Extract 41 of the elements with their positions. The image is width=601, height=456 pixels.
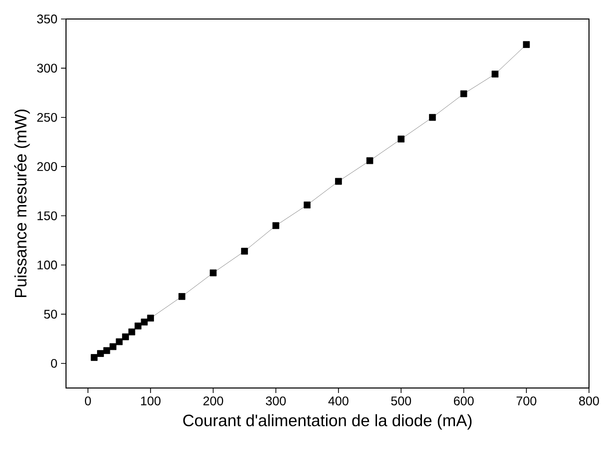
y-tick-label: 0 — [51, 358, 58, 368]
x-tick-label: 200 — [203, 396, 224, 406]
x-tick-label: 700 — [516, 396, 536, 406]
x-tick-label: 100 — [141, 396, 161, 406]
y-tick-label: 50 — [44, 310, 58, 319]
point — [492, 70, 498, 78]
point — [116, 338, 123, 346]
x-tick-label: 0 — [84, 396, 91, 406]
point — [398, 136, 404, 142]
y-tick-label: 150 — [38, 211, 57, 220]
point — [522, 41, 530, 48]
point — [366, 157, 374, 164]
point — [122, 333, 129, 340]
x-axis-title: Courant d'alimentation de la diode (mA) — [183, 414, 472, 430]
point — [140, 318, 148, 326]
y-tick-label: 350 — [37, 14, 57, 24]
point — [178, 293, 186, 300]
point — [147, 314, 154, 322]
y-tick-label: 250 — [37, 112, 57, 122]
y-tick-label: 100 — [38, 260, 57, 270]
point — [210, 269, 217, 276]
point — [272, 222, 280, 230]
point — [128, 328, 136, 336]
point — [429, 114, 436, 121]
point — [304, 202, 311, 208]
point — [134, 322, 142, 330]
point — [335, 178, 342, 185]
x-tick-label: 600 — [454, 396, 474, 406]
point — [103, 347, 110, 354]
x-tick-label: 800 — [579, 396, 599, 406]
point — [460, 90, 468, 98]
point — [241, 248, 248, 255]
point — [97, 350, 104, 357]
x-tick-label: 300 — [266, 396, 286, 406]
point — [110, 343, 116, 350]
y-axis-title: Puissance mesurée (mW) — [14, 110, 30, 298]
point — [90, 354, 98, 361]
x-tick-label: 400 — [328, 396, 348, 406]
y-tick-label: 300 — [37, 64, 57, 73]
x-tick-label: 500 — [391, 396, 412, 406]
y-tick-label: 200 — [37, 162, 57, 172]
